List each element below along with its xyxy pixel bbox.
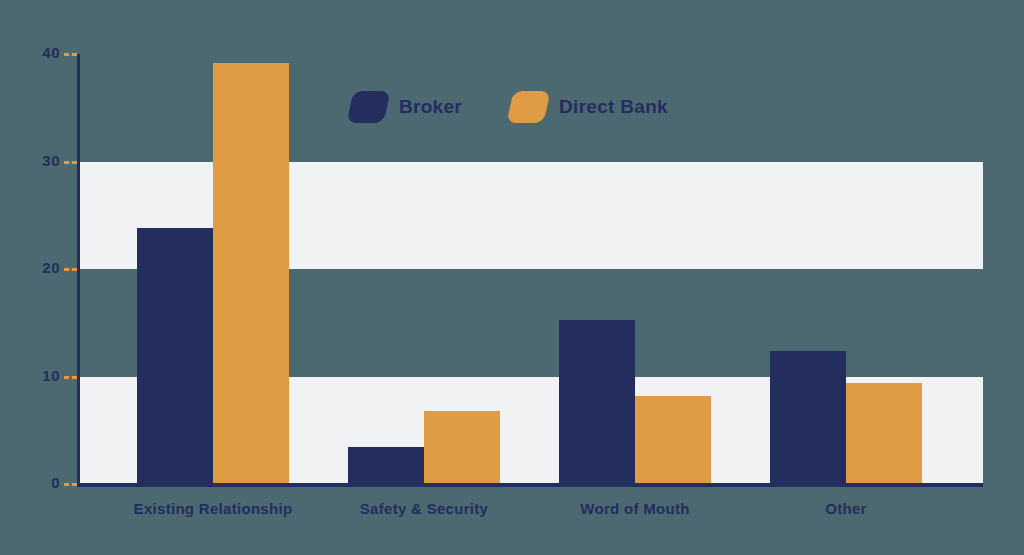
bar-direct-bank [635, 396, 711, 484]
y-tick-label: 40 [26, 44, 60, 61]
y-tick-mark [64, 483, 77, 486]
x-category-label: Word of Mouth [515, 500, 755, 517]
legend-item-broker: Broker [350, 91, 462, 123]
y-axis-line [77, 54, 80, 487]
y-tick-label: 10 [26, 367, 60, 384]
legend-label-direct-bank: Direct Bank [559, 96, 668, 118]
y-tick-mark [64, 268, 77, 271]
y-tick-mark [64, 376, 77, 379]
bar-direct-bank [213, 63, 289, 484]
bar-broker [348, 447, 424, 484]
x-category-label: Safety & Security [304, 500, 544, 517]
bar-broker [559, 320, 635, 484]
bar-direct-bank [424, 411, 500, 484]
y-tick-mark [64, 53, 77, 56]
x-category-label: Existing Relationship [93, 500, 333, 517]
chart-legend: Broker Direct Bank [350, 91, 668, 123]
bar-broker [770, 351, 846, 484]
x-category-label: Other [726, 500, 966, 517]
y-tick-label: 30 [26, 152, 60, 169]
bar-direct-bank [846, 383, 922, 484]
legend-label-broker: Broker [399, 96, 462, 118]
legend-item-direct-bank: Direct Bank [510, 91, 668, 123]
x-axis-line [77, 483, 983, 487]
broker-swatch-icon [347, 91, 391, 123]
direct-bank-swatch-icon [507, 91, 551, 123]
bar-chart: Broker Direct Bank 0 10 20 30 40 Existing Rel… [0, 0, 1024, 555]
y-tick-label: 0 [26, 474, 60, 491]
y-tick-label: 20 [26, 259, 60, 276]
y-tick-mark [64, 161, 77, 164]
bar-broker [137, 228, 213, 484]
